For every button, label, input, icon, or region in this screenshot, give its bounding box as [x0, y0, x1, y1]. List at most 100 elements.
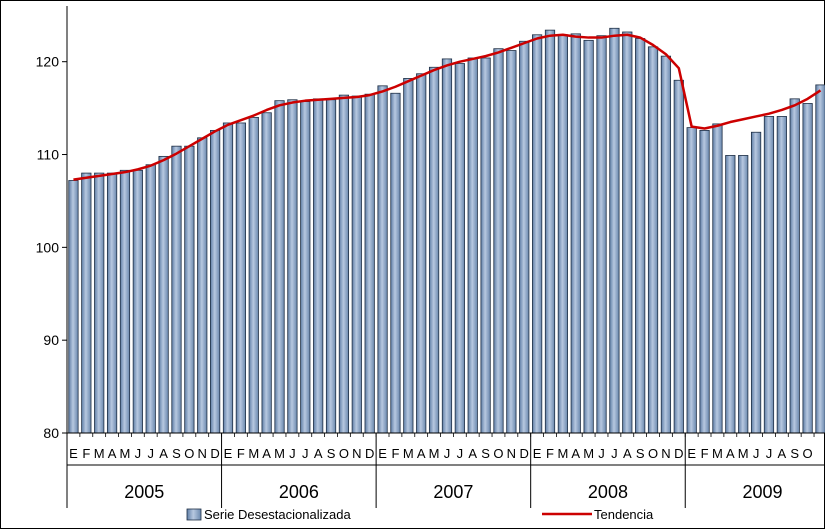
month-tick-label: A	[417, 446, 426, 461]
month-tick-label: S	[172, 446, 181, 461]
y-tick-label: 120	[36, 54, 60, 70]
month-tick-label: F	[237, 446, 245, 461]
bar-serie-desestacionalizada	[197, 137, 208, 434]
bar-serie-desestacionalizada	[235, 122, 246, 434]
month-tick-label: M	[94, 446, 105, 461]
month-tick-label: M	[583, 446, 594, 461]
month-tick-label: E	[533, 446, 542, 461]
bar-serie-desestacionalizada	[712, 123, 723, 434]
month-tick-label: M	[403, 446, 414, 461]
bar-serie-desestacionalizada	[544, 29, 556, 434]
month-tick-label: J	[147, 446, 154, 461]
month-tick-label: S	[790, 446, 799, 461]
month-tick-label: S	[481, 446, 490, 461]
month-tick-label: D	[210, 446, 219, 461]
bar-serie-desestacionalizada	[351, 95, 362, 434]
bar-serie-desestacionalizada	[428, 66, 440, 434]
bar-serie-desestacionalizada	[686, 127, 697, 434]
month-tick-label: J	[302, 446, 309, 461]
month-tick-label: O	[339, 446, 349, 461]
bar-serie-desestacionalizada	[750, 131, 762, 434]
bar-serie-desestacionalizada	[300, 101, 311, 434]
month-tick-label: D	[674, 446, 683, 461]
month-tick-label: O	[648, 446, 658, 461]
bar-serie-desestacionalizada	[68, 180, 79, 434]
month-tick-label: F	[546, 446, 554, 461]
bar-serie-desestacionalizada	[132, 169, 143, 434]
bar-serie-desestacionalizada	[815, 84, 825, 434]
legend-label-tendencia: Tendencia	[594, 507, 654, 522]
bar-serie-desestacionalizada	[506, 50, 517, 434]
month-tick-label: O	[803, 446, 813, 461]
bar-serie-desestacionalizada	[557, 34, 568, 434]
bar-serie-desestacionalizada	[609, 27, 620, 434]
month-tick-label: O	[493, 446, 503, 461]
month-tick-label: M	[712, 446, 723, 461]
month-tick-label: O	[184, 446, 194, 461]
bar-serie-desestacionalizada	[274, 100, 285, 434]
trend-layer	[73, 33, 822, 181]
bar-serie-desestacionalizada	[493, 48, 504, 434]
bar-serie-desestacionalizada	[596, 35, 607, 434]
month-tick-label: M	[120, 446, 131, 461]
month-tick-label: J	[753, 446, 760, 461]
bar-serie-desestacionalizada	[673, 79, 684, 434]
month-tick-label: A	[726, 446, 735, 461]
bar-serie-desestacionalizada	[106, 172, 118, 434]
y-tick-label: 90	[43, 332, 59, 348]
bar-serie-desestacionalizada	[789, 98, 800, 434]
y-tick-label: 110	[37, 147, 60, 163]
bar-serie-desestacionalizada	[313, 98, 324, 434]
legend-bar-swatch	[186, 508, 202, 521]
bar-serie-desestacionalizada	[248, 116, 259, 434]
bar-serie-desestacionalizada	[390, 92, 401, 434]
bar-serie-desestacionalizada	[287, 99, 298, 434]
month-tick-label: N	[507, 446, 516, 461]
month-tick-label: E	[378, 446, 387, 461]
year-label: 2008	[588, 482, 628, 502]
year-label: 2007	[433, 482, 473, 502]
month-tick-label: F	[701, 446, 709, 461]
bar-serie-desestacionalizada	[222, 122, 234, 434]
bar-serie-desestacionalizada	[94, 172, 105, 434]
bar-serie-desestacionalizada	[145, 164, 156, 434]
month-tick-label: N	[198, 446, 207, 461]
y-tick-label: 100	[36, 239, 60, 255]
month-tick-label: J	[598, 446, 605, 461]
month-tick-label: M	[274, 446, 285, 461]
bar-serie-desestacionalizada	[519, 40, 530, 434]
bar-serie-desestacionalizada	[338, 94, 350, 434]
bar-serie-desestacionalizada	[158, 155, 169, 434]
month-tick-label: A	[314, 446, 323, 461]
bar-serie-desestacionalizada	[261, 112, 272, 434]
bar-serie-desestacionalizada	[403, 78, 414, 434]
year-label: 2005	[124, 482, 164, 502]
bar-serie-desestacionalizada	[210, 129, 221, 434]
year-label: 2006	[279, 482, 319, 502]
bar-serie-desestacionalizada	[532, 34, 543, 434]
month-tick-label: M	[429, 446, 440, 461]
month-tick-label: E	[69, 446, 78, 461]
bar-serie-desestacionalizada	[647, 46, 659, 434]
bar-serie-desestacionalizada	[364, 93, 375, 434]
month-tick-label: F	[82, 446, 90, 461]
month-tick-label: J	[135, 446, 142, 461]
bar-serie-desestacionalizada	[467, 57, 478, 434]
bar-serie-desestacionalizada	[738, 155, 749, 434]
bar-serie-desestacionalizada	[454, 63, 465, 434]
month-tick-label: J	[444, 446, 451, 461]
bar-serie-desestacionalizada	[776, 116, 787, 434]
month-tick-label: M	[248, 446, 259, 461]
bar-serie-desestacionalizada	[184, 145, 195, 434]
month-tick-label: F	[391, 446, 399, 461]
bar-serie-desestacionalizada	[635, 38, 646, 434]
bar-serie-desestacionalizada	[570, 33, 581, 434]
bar-serie-desestacionalizada	[660, 55, 672, 434]
month-tick-label: A	[468, 446, 477, 461]
y-tick-label: 80	[43, 425, 59, 441]
month-tick-label: J	[766, 446, 773, 461]
bar-serie-desestacionalizada	[377, 85, 388, 434]
